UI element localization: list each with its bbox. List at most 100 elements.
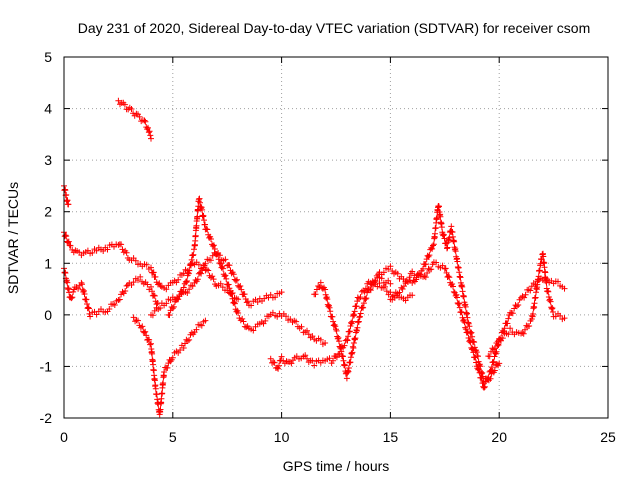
data-point <box>348 319 355 326</box>
data-point <box>532 294 539 301</box>
data-points <box>61 97 568 418</box>
data-point <box>311 362 318 369</box>
data-point <box>531 300 538 307</box>
data-point <box>362 296 369 303</box>
data-point <box>186 286 193 293</box>
data-point <box>557 312 564 319</box>
data-point <box>317 279 324 286</box>
data-point <box>490 358 497 365</box>
data-point <box>180 284 187 291</box>
data-point <box>143 332 150 339</box>
data-point <box>237 317 244 324</box>
data-point <box>507 325 514 332</box>
data-point <box>161 369 168 375</box>
data-point <box>85 304 92 311</box>
series-track-3 <box>61 182 72 208</box>
data-point <box>214 251 221 258</box>
data-point <box>152 273 159 280</box>
data-point <box>231 300 238 307</box>
data-point <box>75 285 82 292</box>
data-point <box>337 343 344 350</box>
data-point <box>515 302 522 308</box>
data-point <box>357 294 364 301</box>
data-point <box>149 312 156 319</box>
data-point <box>209 273 216 280</box>
data-point <box>550 309 556 315</box>
y-tick-label: -1 <box>40 358 53 374</box>
y-tick-label: 2 <box>44 204 52 220</box>
data-point <box>216 260 223 266</box>
data-point <box>135 317 141 324</box>
data-point <box>389 296 396 303</box>
data-point <box>148 135 154 142</box>
data-point <box>548 305 555 312</box>
data-point <box>278 289 285 296</box>
data-point <box>226 285 233 292</box>
data-point <box>475 353 481 360</box>
data-point <box>349 318 356 325</box>
data-point <box>225 281 232 288</box>
data-point <box>136 113 143 120</box>
data-point <box>561 315 568 322</box>
data-point <box>428 266 435 273</box>
data-point <box>293 318 300 325</box>
axis-ticks: 0 5 10 15 20 25 -2 -1 0 1 2 3 4 5 <box>40 49 616 445</box>
data-point <box>522 326 528 333</box>
data-point <box>424 270 431 276</box>
data-point <box>87 313 94 320</box>
data-point <box>327 308 334 315</box>
data-point <box>84 301 90 307</box>
data-point <box>211 246 218 252</box>
data-point <box>333 354 340 361</box>
data-point <box>202 260 209 267</box>
data-point <box>344 337 351 344</box>
data-point <box>146 336 153 343</box>
data-point <box>235 296 242 303</box>
data-point <box>376 280 383 287</box>
data-point <box>205 267 212 274</box>
data-point <box>475 366 482 372</box>
data-point <box>119 288 126 295</box>
data-point <box>402 297 409 304</box>
data-point <box>176 293 183 300</box>
data-point <box>186 267 193 274</box>
data-point <box>481 383 488 390</box>
data-point <box>456 300 463 307</box>
data-point <box>454 294 460 301</box>
data-point <box>202 317 209 324</box>
data-point <box>555 278 561 285</box>
data-point <box>333 327 340 334</box>
data-point <box>383 288 390 295</box>
data-point <box>490 346 497 353</box>
data-point <box>65 201 72 208</box>
data-point <box>409 268 416 275</box>
data-point <box>116 296 123 303</box>
series-track-10 <box>365 203 503 387</box>
data-point <box>323 295 330 302</box>
series-track-2 <box>61 265 161 320</box>
data-point <box>501 325 508 332</box>
data-point <box>210 242 217 249</box>
data-point <box>405 278 412 285</box>
data-point <box>243 324 250 331</box>
data-point <box>343 375 350 382</box>
data-point <box>462 303 469 310</box>
data-point <box>193 326 200 333</box>
data-point <box>335 334 342 341</box>
data-point <box>145 124 151 131</box>
data-point <box>509 310 516 317</box>
data-point <box>226 262 233 269</box>
data-point <box>232 277 239 284</box>
data-point <box>473 359 480 366</box>
data-point <box>542 269 549 276</box>
data-point <box>315 283 322 289</box>
x-tick-label: 10 <box>274 429 290 445</box>
data-point <box>123 282 130 289</box>
data-point <box>274 313 281 320</box>
data-point <box>522 291 529 298</box>
data-point <box>298 323 305 330</box>
data-point <box>488 364 495 371</box>
data-point <box>341 342 348 349</box>
data-point <box>488 368 495 375</box>
data-point <box>443 269 450 276</box>
